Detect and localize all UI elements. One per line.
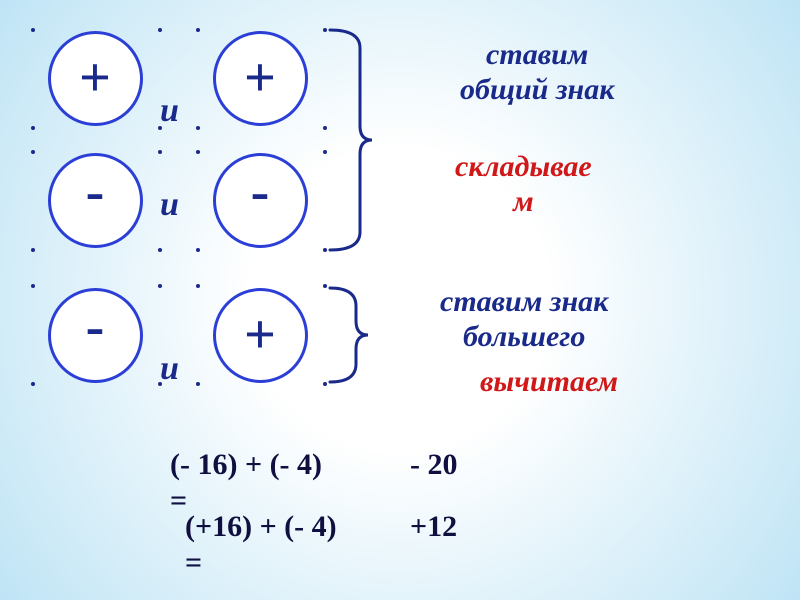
dot [158,28,162,32]
rule-common-sign: ставимобщий знак [460,38,614,107]
rule-add-line2: м [455,185,592,220]
sign-circle-row1-left: + [48,31,143,126]
eq2-equals: = [185,546,202,580]
rule-larger-sign-line1: ставим знак [440,285,608,320]
minus-sign: - [86,164,105,220]
sign-circle-row2-right: - [213,153,308,248]
eq1-right: - 20 [410,448,458,482]
sign-circle-row3-left: - [48,288,143,383]
dot [196,284,200,288]
plus-sign: + [79,50,111,106]
dot [158,248,162,252]
dot [158,382,162,386]
dot [196,248,200,252]
eq1-left: (- 16) + (- 4) [170,448,322,482]
dot [158,284,162,288]
dot [158,126,162,130]
rule-subtract-line1: вычитаем [480,365,618,400]
brace-bottom [330,288,370,382]
rule-larger-sign: ставим знакбольшего [440,285,608,354]
rule-add: складываем [455,150,592,219]
eq2-right: +12 [410,510,457,544]
dot [196,126,200,130]
dot [323,150,327,154]
minus-sign: - [251,164,270,220]
dot [196,28,200,32]
and-label-2: и [160,186,179,224]
dot [31,248,35,252]
dot [31,284,35,288]
and-label-1: и [160,92,179,130]
rule-subtract: вычитаем [480,365,618,400]
rule-common-sign-line2: общий знак [460,73,614,108]
sign-circle-row3-right: + [213,288,308,383]
sign-circle-row1-right: + [213,31,308,126]
dot [31,28,35,32]
diagram-layer: + + и - - и - + и ставимобщий знак складываем стави… [0,0,800,600]
dot [323,126,327,130]
sign-circle-row2-left: - [48,153,143,248]
rule-add-line1: складывае [455,150,592,185]
dot [196,382,200,386]
and-label-3: и [160,350,179,388]
rule-larger-sign-line2: большего [440,320,608,355]
dot [31,382,35,386]
dot [323,28,327,32]
dot [196,150,200,154]
dot [31,126,35,130]
plus-sign: + [244,50,276,106]
plus-sign: + [244,307,276,363]
dot [323,382,327,386]
dot [323,248,327,252]
dot [323,284,327,288]
brace-top [330,30,374,250]
minus-sign: - [86,299,105,355]
dot [31,150,35,154]
dot [158,150,162,154]
rule-common-sign-line1: ставим [460,38,614,73]
eq2-left: (+16) + (- 4) [185,510,337,544]
